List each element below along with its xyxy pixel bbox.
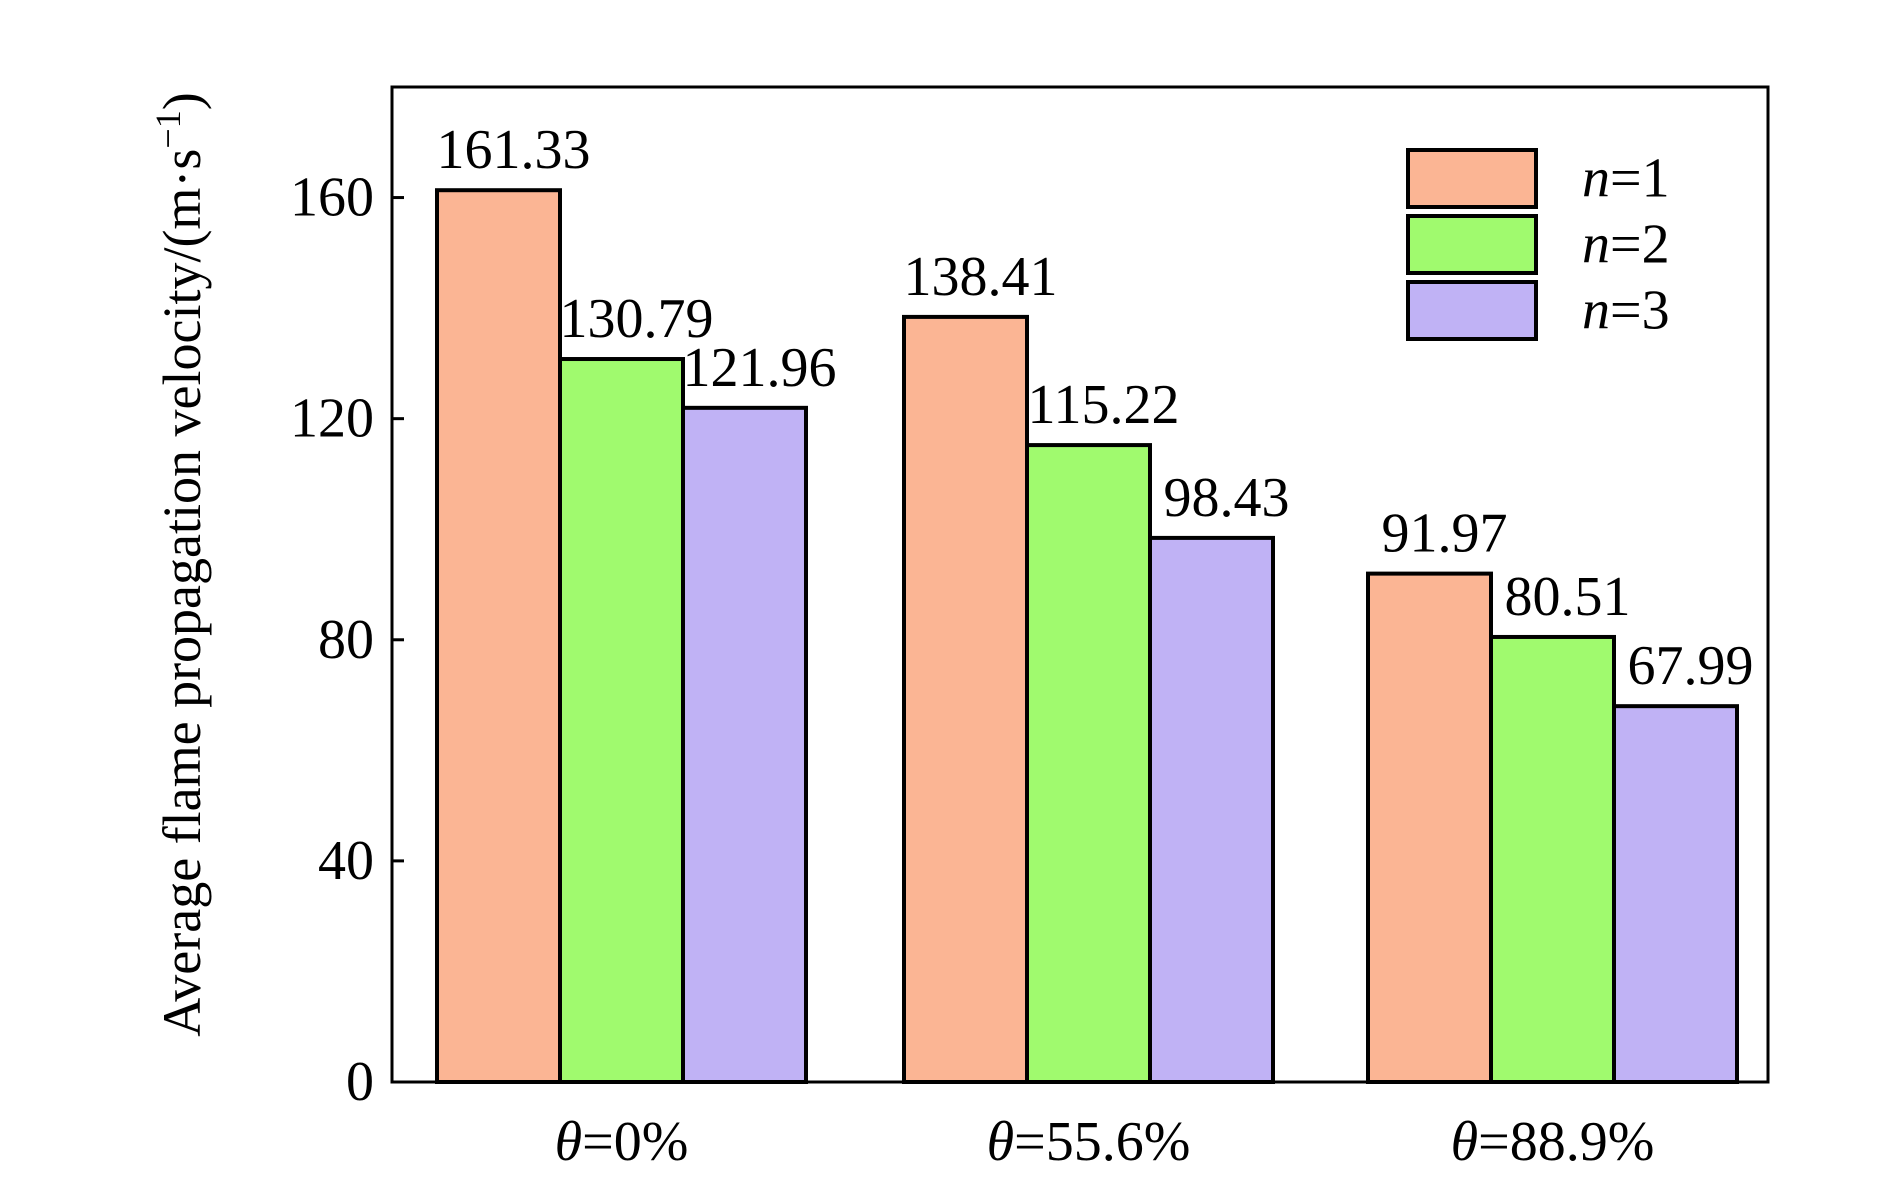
- bar-value-label: 161.33: [437, 119, 591, 181]
- legend-label: n=2: [1582, 214, 1670, 276]
- bar-value-label: 121.96: [683, 337, 837, 399]
- x-category-label: θ=0%: [555, 1111, 689, 1173]
- y-tick-label: 80: [318, 609, 374, 671]
- y-tick-label: 40: [318, 830, 374, 892]
- y-axis-ticks: 0 40 80 120 160: [290, 167, 404, 1113]
- legend-label: n=3: [1582, 280, 1670, 342]
- y-tick-label: 0: [346, 1051, 374, 1113]
- bar-n=2-0: [558, 357, 685, 1084]
- bar-n=3-2: [1612, 704, 1739, 1084]
- legend: n=1n=2n=3: [1406, 148, 1670, 342]
- bar-value-label: 80.51: [1505, 566, 1631, 628]
- data-labels: 161.33 138.41 91.97 130.79 115.22 80.51 121.96…: [437, 119, 1754, 697]
- bar-value-label: 138.41: [904, 246, 1058, 308]
- bar-n=2-1: [1025, 443, 1152, 1085]
- legend-swatch-n=2: [1406, 214, 1538, 275]
- bar-value-label: 91.97: [1382, 503, 1508, 565]
- bar-n=3-0: [681, 405, 808, 1084]
- plot-frame: [390, 85, 1770, 1084]
- y-axis-label: Average flame propagation velocity/(m·s−…: [148, 92, 212, 1036]
- bar-n=1-2: [1366, 571, 1493, 1084]
- bar-n=3-1: [1148, 535, 1275, 1084]
- bar-value-label: 67.99: [1628, 635, 1754, 697]
- bars: [435, 188, 1739, 1085]
- bar-n=1-1: [902, 314, 1029, 1084]
- bar-value-label: 130.79: [560, 288, 714, 350]
- legend-swatch-n=1: [1406, 148, 1538, 209]
- bar-n=2-2: [1489, 634, 1616, 1084]
- legend-label: n=1: [1582, 148, 1670, 210]
- y-tick-label: 160: [290, 167, 374, 229]
- x-category-label: θ=55.6%: [987, 1111, 1191, 1173]
- y-tick-label: 120: [290, 388, 374, 450]
- y-axis-title: Average flame propagation velocity/(m·s−…: [148, 92, 212, 1036]
- x-category-label: θ=88.9%: [1451, 1111, 1655, 1173]
- category-labels: θ=0% θ=55.6% θ=88.9%: [555, 1111, 1655, 1173]
- bar-n=1-0: [435, 188, 562, 1084]
- legend-swatch-n=3: [1406, 280, 1538, 341]
- bar-value-label: 115.22: [1028, 374, 1180, 436]
- bar-value-label: 98.43: [1164, 467, 1290, 529]
